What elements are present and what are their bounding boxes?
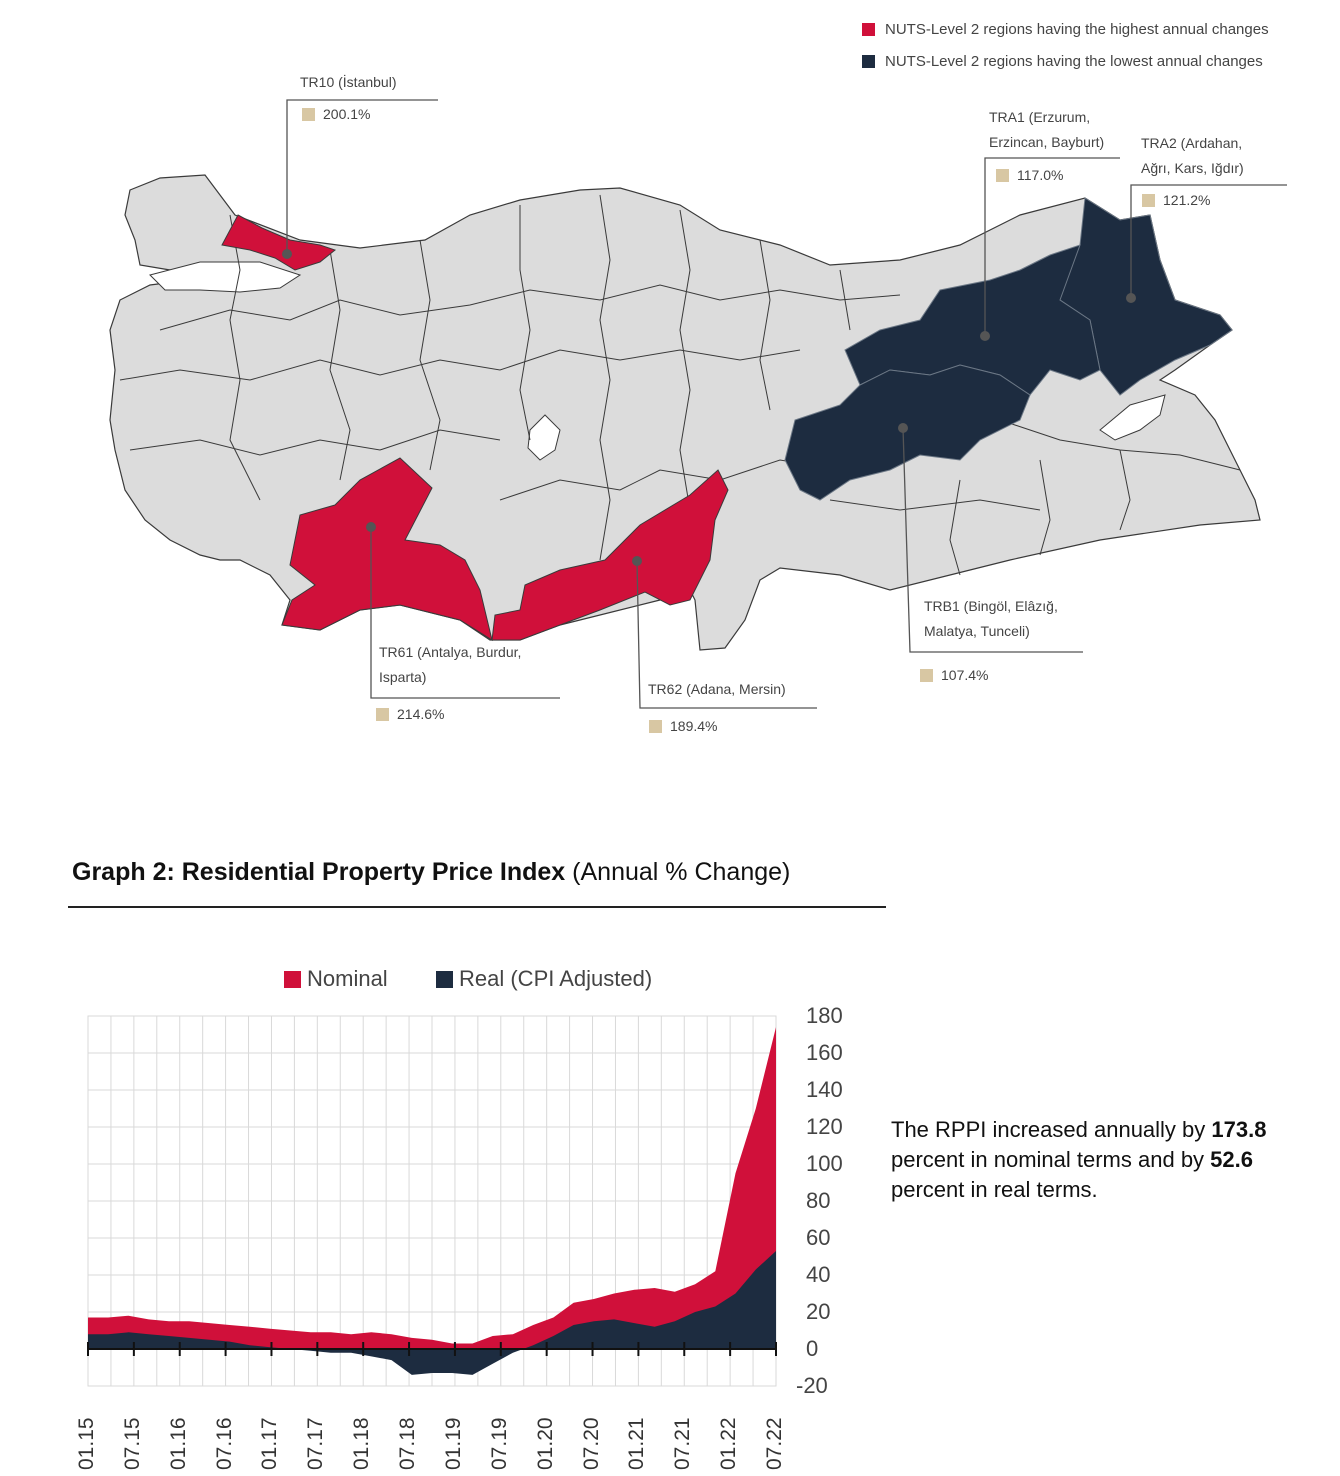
graph-title: Graph 2: Residential Property Price Inde… [72, 858, 790, 887]
y-tick-label: 180 [806, 1003, 843, 1028]
summary-text: The RPPI increased annually by 173.8 per… [891, 1115, 1331, 1205]
x-tick-label: 07.16 [212, 1417, 236, 1470]
callout-tra2-name: TRA2 (Ardahan, Ağrı, Kars, Iğdır) [1141, 131, 1244, 181]
x-tick-label: 01.21 [625, 1417, 649, 1470]
legend-item-lowest: NUTS-Level 2 regions having the lowest a… [862, 53, 1263, 70]
callout-tra2-line1: TRA2 (Ardahan, [1141, 135, 1243, 151]
x-tick-label: 07.20 [579, 1417, 603, 1470]
callout-trb1-line2: Malatya, Tunceli) [924, 623, 1030, 639]
callout-tr61-name: TR61 (Antalya, Burdur, Isparta) [379, 640, 521, 690]
y-tick-label: 160 [806, 1040, 843, 1065]
chart-grid [87, 1015, 777, 1387]
marmara-sea [149, 261, 302, 293]
y-tick-label: 0 [806, 1336, 819, 1361]
callout-tr62-value-row: 189.4% [649, 718, 717, 734]
callout-tr61-line1: TR61 (Antalya, Burdur, [379, 644, 522, 660]
x-tick-label: 07.22 [763, 1417, 786, 1470]
region-tr61 [281, 457, 493, 642]
chart-legend-nominal: Nominal [284, 966, 388, 992]
region-trb1 [784, 364, 1031, 501]
summary-nominal-value: 173.8 [1211, 1117, 1267, 1142]
callout-tra1-value-row: 117.0% [996, 167, 1063, 183]
y-tick-label: -20 [796, 1373, 828, 1398]
x-tick-label: 07.21 [671, 1417, 695, 1470]
callout-trb1-line1: TRB1 (Bingöl, Elâzığ, [924, 598, 1058, 614]
callout-tra1-value: 117.0% [1017, 167, 1064, 183]
value-box [920, 668, 933, 682]
summary-real-value: 52.6 [1210, 1147, 1253, 1172]
x-tick-label: 01.18 [350, 1417, 374, 1470]
x-tick-label: 07.17 [304, 1417, 328, 1470]
callout-tra2-value-row: 121.2% [1142, 192, 1210, 208]
region-tr62 [491, 469, 729, 641]
value-box [996, 168, 1009, 182]
value-box [1142, 193, 1155, 207]
y-tick-label: 100 [806, 1151, 843, 1176]
callout-tr61-value: 214.6% [397, 706, 445, 722]
y-tick-label: 20 [806, 1299, 831, 1324]
legend-label-nominal: Nominal [307, 966, 388, 991]
value-box [302, 107, 315, 121]
y-tick-label: 120 [806, 1114, 843, 1139]
value-box [376, 707, 389, 721]
x-tick-label: 07.19 [487, 1417, 511, 1470]
value-box [649, 719, 662, 733]
lake-van [1099, 394, 1166, 441]
callout-tr62-value: 189.4% [670, 718, 718, 734]
x-tick-label: 07.15 [120, 1417, 144, 1470]
callout-tra2-value: 121.2% [1163, 192, 1211, 208]
x-tick-label: 07.18 [396, 1417, 420, 1470]
region-tr10 [221, 214, 337, 271]
province-borders [119, 194, 1241, 576]
x-tick-marks [87, 1342, 777, 1356]
summary-part1: The RPPI increased annually by [891, 1117, 1212, 1142]
x-tick-label: 01.17 [258, 1417, 282, 1470]
legend-swatch-nominal [284, 970, 301, 988]
legend-label-lowest: NUTS-Level 2 regions having the lowest a… [885, 53, 1263, 70]
callout-tr10-value: 200.1% [323, 106, 371, 122]
callout-tr61-line2: Isparta) [379, 669, 427, 685]
summary-part3: percent in real terms. [891, 1177, 1098, 1202]
legend-item-highest: NUTS-Level 2 regions having the highest … [862, 21, 1269, 38]
region-tra1 [844, 244, 1101, 396]
lake-tuz [527, 414, 561, 461]
callout-tr10-value-row: 200.1% [302, 106, 370, 122]
callout-tra2-line2: Ağrı, Kars, Iğdır) [1141, 160, 1244, 176]
chart-legend-real: Real (CPI Adjusted) [436, 966, 652, 992]
callout-tr61-value-row: 214.6% [376, 706, 444, 722]
summary-part2: percent in nominal terms and by [891, 1147, 1211, 1172]
legend-swatch-red [862, 23, 875, 36]
callout-tra1-line1: TRA1 (Erzurum, [989, 109, 1091, 125]
callout-tra1-name: TRA1 (Erzurum, Erzincan, Bayburt) [989, 105, 1104, 155]
y-tick-label: 80 [806, 1188, 831, 1213]
callout-tr62-name: TR62 (Adana, Mersin) [648, 681, 786, 697]
x-tick-label: 01.19 [441, 1417, 465, 1470]
x-tick-label: 01.16 [166, 1417, 190, 1470]
leader-dots [282, 249, 1136, 566]
legend-label-highest: NUTS-Level 2 regions having the highest … [885, 21, 1269, 38]
callout-tr10-name: TR10 (İstanbul) [300, 74, 397, 90]
callout-tra1-line2: Erzincan, Bayburt) [989, 134, 1105, 150]
y-tick-label: 60 [806, 1225, 831, 1250]
callout-trb1-value: 107.4% [941, 667, 989, 683]
turkey-map [109, 99, 1287, 709]
legend-label-real: Real (CPI Adjusted) [459, 966, 653, 991]
callout-trb1-value-row: 107.4% [920, 667, 988, 683]
callout-trb1-name: TRB1 (Bingöl, Elâzığ, Malatya, Tunceli) [924, 594, 1058, 644]
legend-swatch-real [436, 970, 453, 988]
series-real-area [88, 1251, 776, 1375]
x-tick-label: 01.15 [75, 1417, 98, 1470]
title-rule [68, 906, 886, 908]
y-tick-label: 140 [806, 1077, 843, 1102]
x-tick-label: 01.22 [717, 1417, 741, 1470]
graph-title-bold: Graph 2: Residential Property Price Inde… [72, 858, 566, 886]
leader-lines [286, 99, 1287, 709]
y-tick-label: 40 [806, 1262, 831, 1287]
legend-swatch-navy [862, 55, 875, 68]
x-tick-label: 01.20 [533, 1417, 557, 1470]
graph-title-rest: (Annual % Change) [572, 858, 791, 886]
